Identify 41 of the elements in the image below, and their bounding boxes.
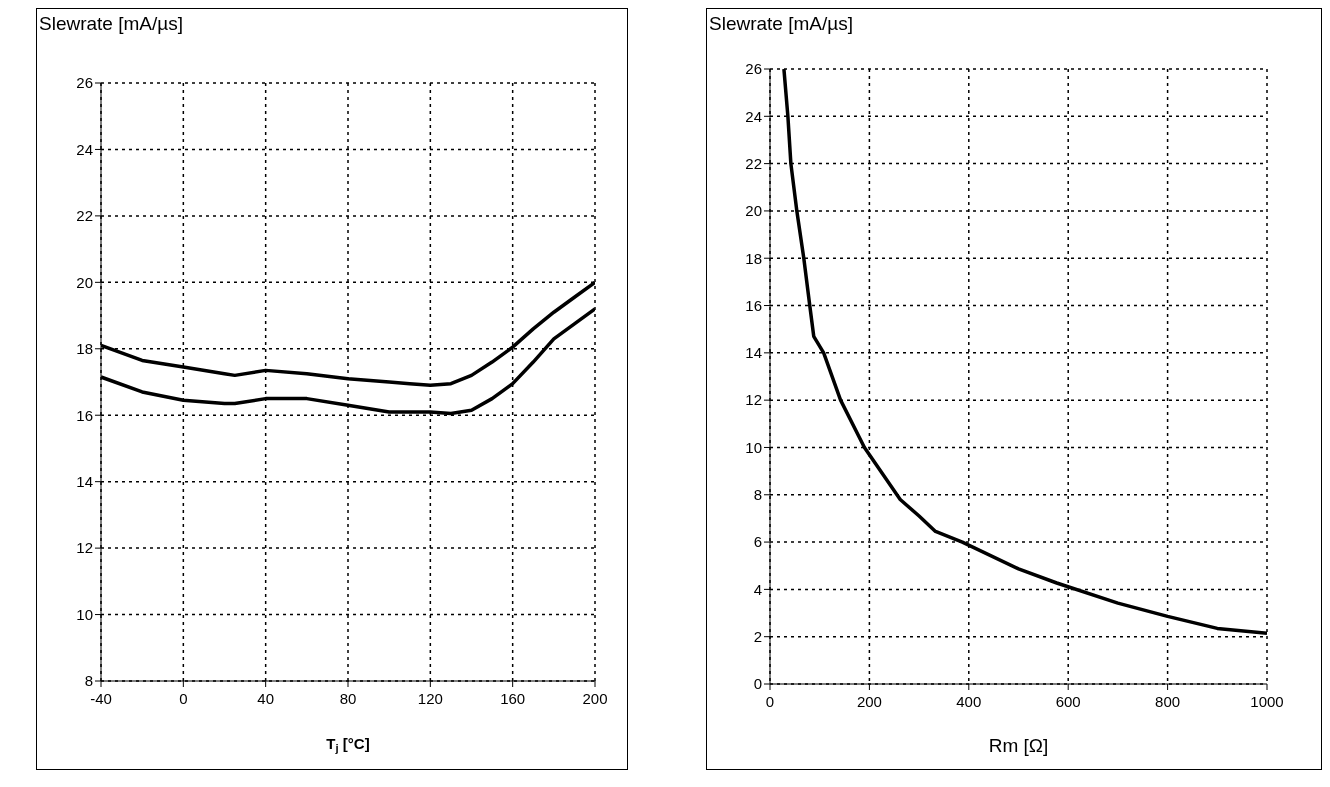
y-tick-label: 26 bbox=[76, 74, 93, 92]
x-axis-title: T$_{j}$ [°C] bbox=[326, 735, 370, 754]
y-tick-label: 6 bbox=[753, 533, 762, 551]
y-tick-label: 16 bbox=[76, 406, 93, 424]
y-tick-label: 20 bbox=[745, 202, 762, 220]
y-tick-label: 14 bbox=[76, 472, 93, 490]
y-tick-label: 12 bbox=[745, 391, 762, 409]
x-axis-title: Rm [Ω] bbox=[988, 735, 1049, 756]
x-tick-label: 1000 bbox=[1250, 692, 1284, 710]
y-tick-label: 10 bbox=[76, 605, 93, 623]
y-axis-title: Slewrate [mA/µs] bbox=[39, 13, 183, 35]
y-tick-label: 12 bbox=[76, 539, 93, 557]
y-tick-label: 18 bbox=[745, 249, 762, 267]
x-tick-label: 40 bbox=[257, 689, 275, 707]
y-tick-label: 26 bbox=[745, 60, 762, 78]
x-tick-label: 800 bbox=[1155, 692, 1181, 710]
x-tick-label: -40 bbox=[90, 689, 112, 707]
x-tick-label: 120 bbox=[417, 689, 443, 707]
y-tick-label: 22 bbox=[76, 207, 93, 225]
y-tick-label: 18 bbox=[76, 340, 93, 358]
x-tick-label: 160 bbox=[500, 689, 526, 707]
x-tick-label: 0 bbox=[765, 692, 775, 710]
x-tick-label: 400 bbox=[956, 692, 982, 710]
x-tick-label: 600 bbox=[1055, 692, 1081, 710]
y-tick-label: 8 bbox=[84, 672, 93, 690]
y-tick-label: 24 bbox=[745, 107, 762, 125]
y-tick-label: 16 bbox=[745, 296, 762, 314]
y-tick-label: 14 bbox=[745, 344, 762, 362]
y-tick-label: 10 bbox=[745, 438, 762, 456]
y-tick-label: 0 bbox=[753, 675, 762, 693]
y-tick-label: 20 bbox=[76, 273, 93, 291]
x-tick-label: 200 bbox=[582, 689, 608, 707]
y-tick-label: 24 bbox=[76, 140, 93, 158]
y-tick-label: 4 bbox=[753, 580, 762, 598]
x-tick-label: 0 bbox=[179, 689, 188, 707]
x-tick-label: 80 bbox=[339, 689, 357, 707]
y-tick-label: 22 bbox=[745, 154, 762, 172]
x-tick-label: 200 bbox=[856, 692, 882, 710]
y-tick-label: 8 bbox=[753, 486, 762, 504]
y-tick-label: 2 bbox=[753, 628, 762, 646]
y-axis-title: Slewrate [mA/µs] bbox=[709, 13, 853, 35]
